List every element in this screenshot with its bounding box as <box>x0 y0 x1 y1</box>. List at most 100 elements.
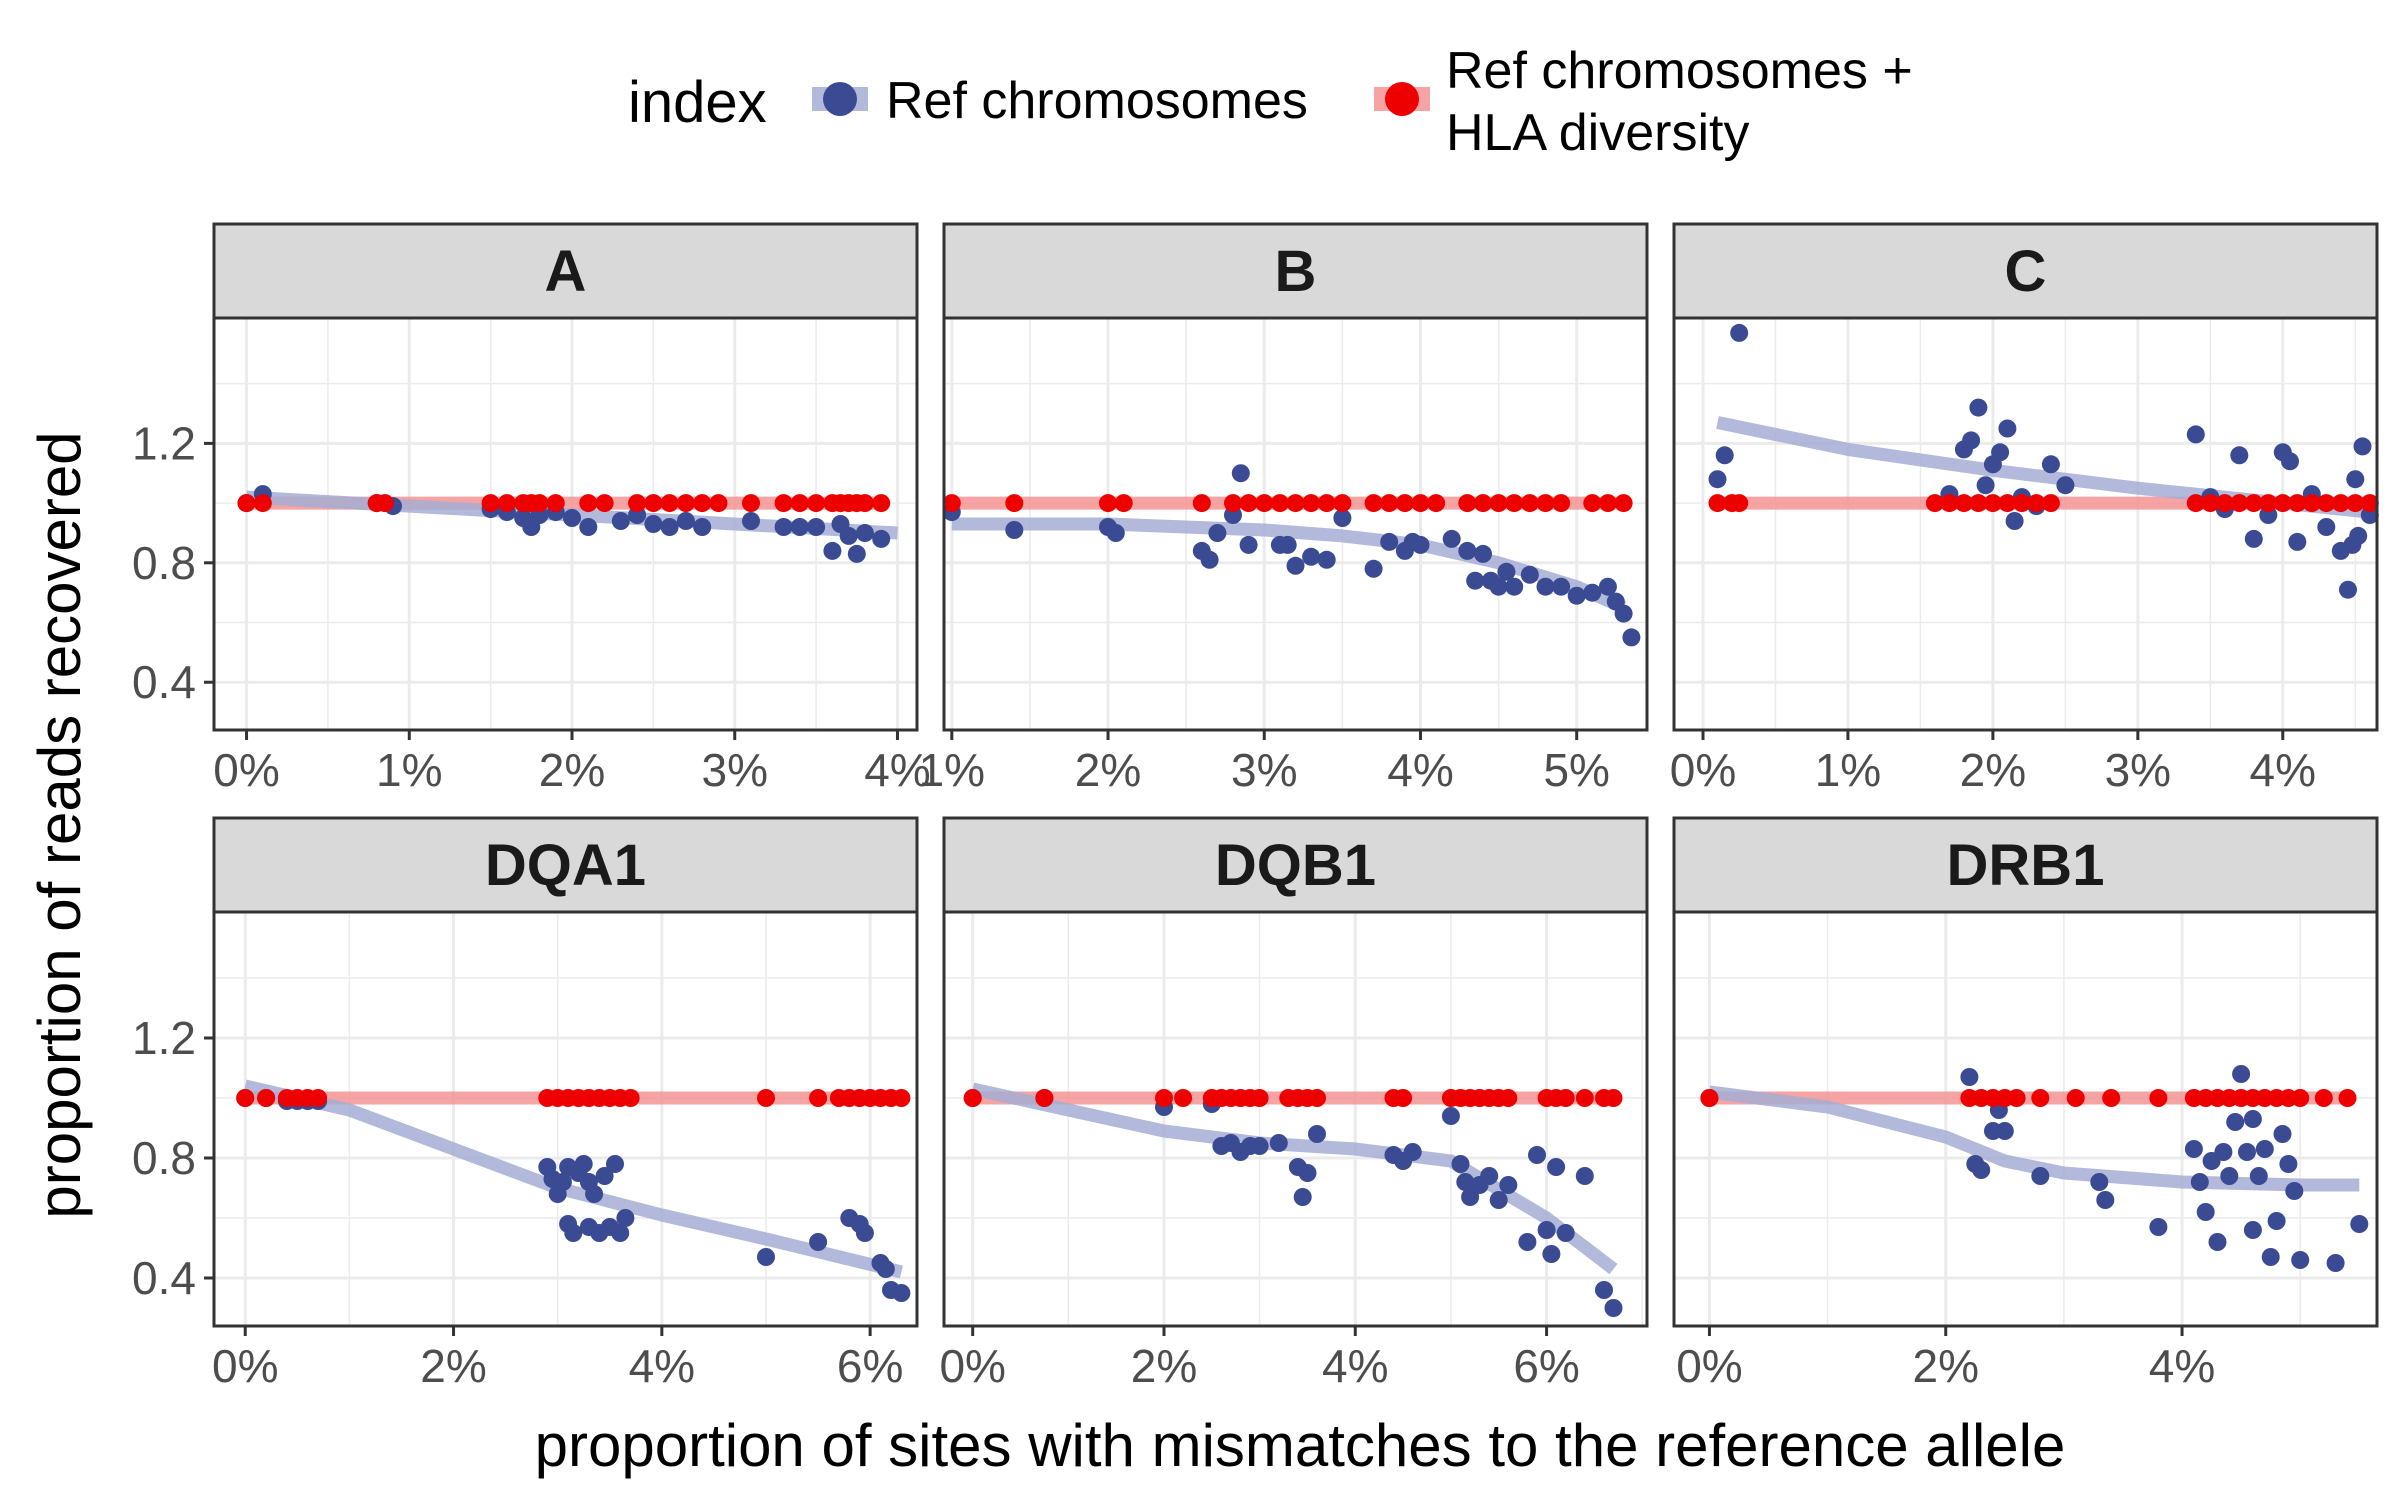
data-point-ref <box>1537 1221 1556 1239</box>
data-point-hla <box>1255 494 1274 513</box>
data-point-ref <box>1730 323 1749 342</box>
data-point-hla <box>2102 1089 2121 1107</box>
data-point-ref <box>611 1224 630 1242</box>
data-point-ref <box>1380 532 1399 551</box>
data-point-hla <box>2288 494 2307 513</box>
data-point-hla <box>1155 1089 1173 1107</box>
data-point-hla <box>2066 1089 2085 1107</box>
data-point-hla <box>546 494 565 513</box>
x-tick-label: 1% <box>919 744 985 796</box>
data-point-ref <box>892 1284 911 1302</box>
facet-title-b: B <box>1275 239 1317 304</box>
data-point-ref <box>616 1209 635 1227</box>
y-tick-label: 1.2 <box>132 1012 196 1064</box>
data-point-ref <box>2232 1065 2251 1083</box>
legend-label-ref: Ref chromosomes <box>886 72 1308 130</box>
facet-title-a: A <box>545 239 587 304</box>
data-point-hla <box>2314 1089 2333 1107</box>
data-point-hla <box>481 494 500 513</box>
data-point-hla <box>1005 494 1024 513</box>
data-point-ref <box>611 512 630 530</box>
data-point-hla <box>2031 1089 2050 1107</box>
y-axis-title: proportion of reads recovered <box>26 431 93 1218</box>
data-point-hla <box>742 494 760 513</box>
data-point-ref <box>1293 1188 1312 1206</box>
data-point-ref <box>1250 1137 1269 1155</box>
data-point-ref <box>1567 586 1586 605</box>
data-point-hla <box>774 494 793 513</box>
data-point-ref <box>1518 1233 1537 1251</box>
data-point-hla <box>1286 494 1305 513</box>
data-point-hla <box>1489 494 1508 513</box>
x-tick-label: 6% <box>1513 1340 1579 1392</box>
x-tick-label: 4% <box>2250 744 2316 796</box>
data-point-hla <box>790 494 809 513</box>
x-tick-label: 2% <box>1131 1340 1197 1392</box>
data-point-ref <box>1278 535 1297 554</box>
data-point-hla <box>660 494 679 513</box>
data-point-ref <box>2184 1140 2203 1158</box>
data-point-ref <box>1708 470 1727 489</box>
x-axis-title: proportion of sites with mismatches to t… <box>535 1412 2066 1479</box>
legend-label-hla: Ref chromosomes + <box>1446 42 1913 100</box>
data-point-ref <box>2056 476 2075 495</box>
data-point-ref <box>872 529 891 548</box>
data-point-ref <box>2291 1251 2310 1269</box>
data-point-hla <box>1536 494 1555 513</box>
data-point-ref <box>1411 535 1430 554</box>
data-point-ref <box>1598 577 1617 596</box>
data-point-ref <box>2346 470 2365 489</box>
x-tick-label: 4% <box>2149 1340 2215 1392</box>
x-tick-label: 0% <box>1676 1340 1742 1392</box>
data-point-ref <box>660 518 679 536</box>
data-point-ref <box>1286 556 1305 575</box>
data-point-ref <box>742 512 760 530</box>
data-point-ref <box>2267 1212 2286 1230</box>
data-point-ref <box>2096 1191 2115 1209</box>
data-point-hla <box>1499 1089 1518 1107</box>
x-tick-label: 4% <box>864 744 930 796</box>
data-point-ref <box>823 541 842 560</box>
data-point-ref <box>1998 419 2017 438</box>
panel-border-dqa1 <box>212 910 919 1328</box>
data-point-ref <box>553 1173 572 1191</box>
data-point-ref <box>855 524 874 542</box>
x-tick-label: 6% <box>837 1340 903 1392</box>
data-point-hla <box>1700 1089 1719 1107</box>
data-point-ref <box>1547 1158 1566 1176</box>
data-point-ref <box>2288 532 2307 551</box>
data-point-ref <box>2350 1215 2369 1233</box>
data-point-hla <box>676 494 695 513</box>
data-point-ref <box>1489 577 1508 596</box>
facet-title-dqb1: DQB1 <box>1215 833 1376 898</box>
facet-title-c: C <box>2005 239 2047 304</box>
legend-title: index <box>628 70 767 135</box>
data-point-ref <box>1542 1245 1561 1263</box>
smooth-line-ref <box>971 1082 1618 1275</box>
data-point-hla <box>1250 1089 1269 1107</box>
facet-strip-c <box>1672 222 2379 320</box>
data-point-hla <box>2259 494 2278 513</box>
data-point-hla <box>2244 494 2263 513</box>
y-tick-label: 0.4 <box>132 656 196 708</box>
data-point-ref <box>1976 476 1995 495</box>
panel-border-b <box>942 316 1649 732</box>
data-point-hla <box>530 494 549 513</box>
data-point-hla <box>595 494 614 513</box>
data-point-ref <box>809 1233 828 1251</box>
data-point-hla <box>1114 494 1133 513</box>
data-point-ref <box>1497 562 1516 581</box>
data-point-ref <box>1715 446 1734 465</box>
data-point-hla <box>1604 1089 1623 1107</box>
data-point-ref <box>1972 1161 1991 1179</box>
data-point-ref <box>1969 398 1988 417</box>
data-point-hla <box>2149 1089 2168 1107</box>
x-tick-label: 0% <box>1670 744 1736 796</box>
data-point-ref <box>1208 524 1227 542</box>
data-point-ref <box>1583 583 1602 602</box>
data-point-ref <box>847 544 866 563</box>
data-point-ref <box>807 518 826 536</box>
data-point-hla <box>2346 494 2365 513</box>
data-point-ref <box>1995 1122 2014 1140</box>
